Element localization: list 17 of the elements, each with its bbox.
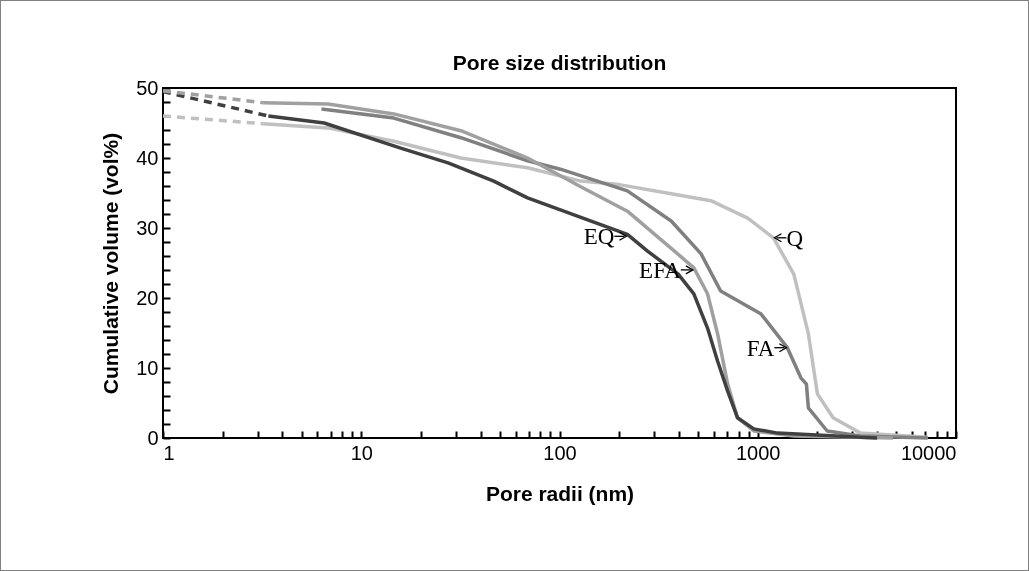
series-label: EQ xyxy=(583,224,615,250)
x-tick-label: 10 xyxy=(350,441,373,464)
y-tick-label: 20 xyxy=(136,286,159,309)
x-tick-label: 1000 xyxy=(736,441,781,464)
x-tick-label: 1 xyxy=(163,441,175,464)
chart-title: Pore size distribution xyxy=(452,51,667,74)
series-label: FA xyxy=(746,335,775,361)
series-label: Q xyxy=(786,225,804,251)
x-tick-label: 10000 xyxy=(900,441,957,464)
y-tick-label: 0 xyxy=(147,426,159,449)
y-tick-label: 40 xyxy=(136,146,159,169)
y-tick-label: 50 xyxy=(136,76,159,99)
y-tick-label: 10 xyxy=(136,356,159,379)
y-axis-title: Cumulative volume (vol%) xyxy=(99,132,123,395)
x-axis-title: Pore radii (nm) xyxy=(485,481,635,505)
y-tick-label: 30 xyxy=(136,216,159,239)
x-tick-label: 100 xyxy=(543,441,577,464)
